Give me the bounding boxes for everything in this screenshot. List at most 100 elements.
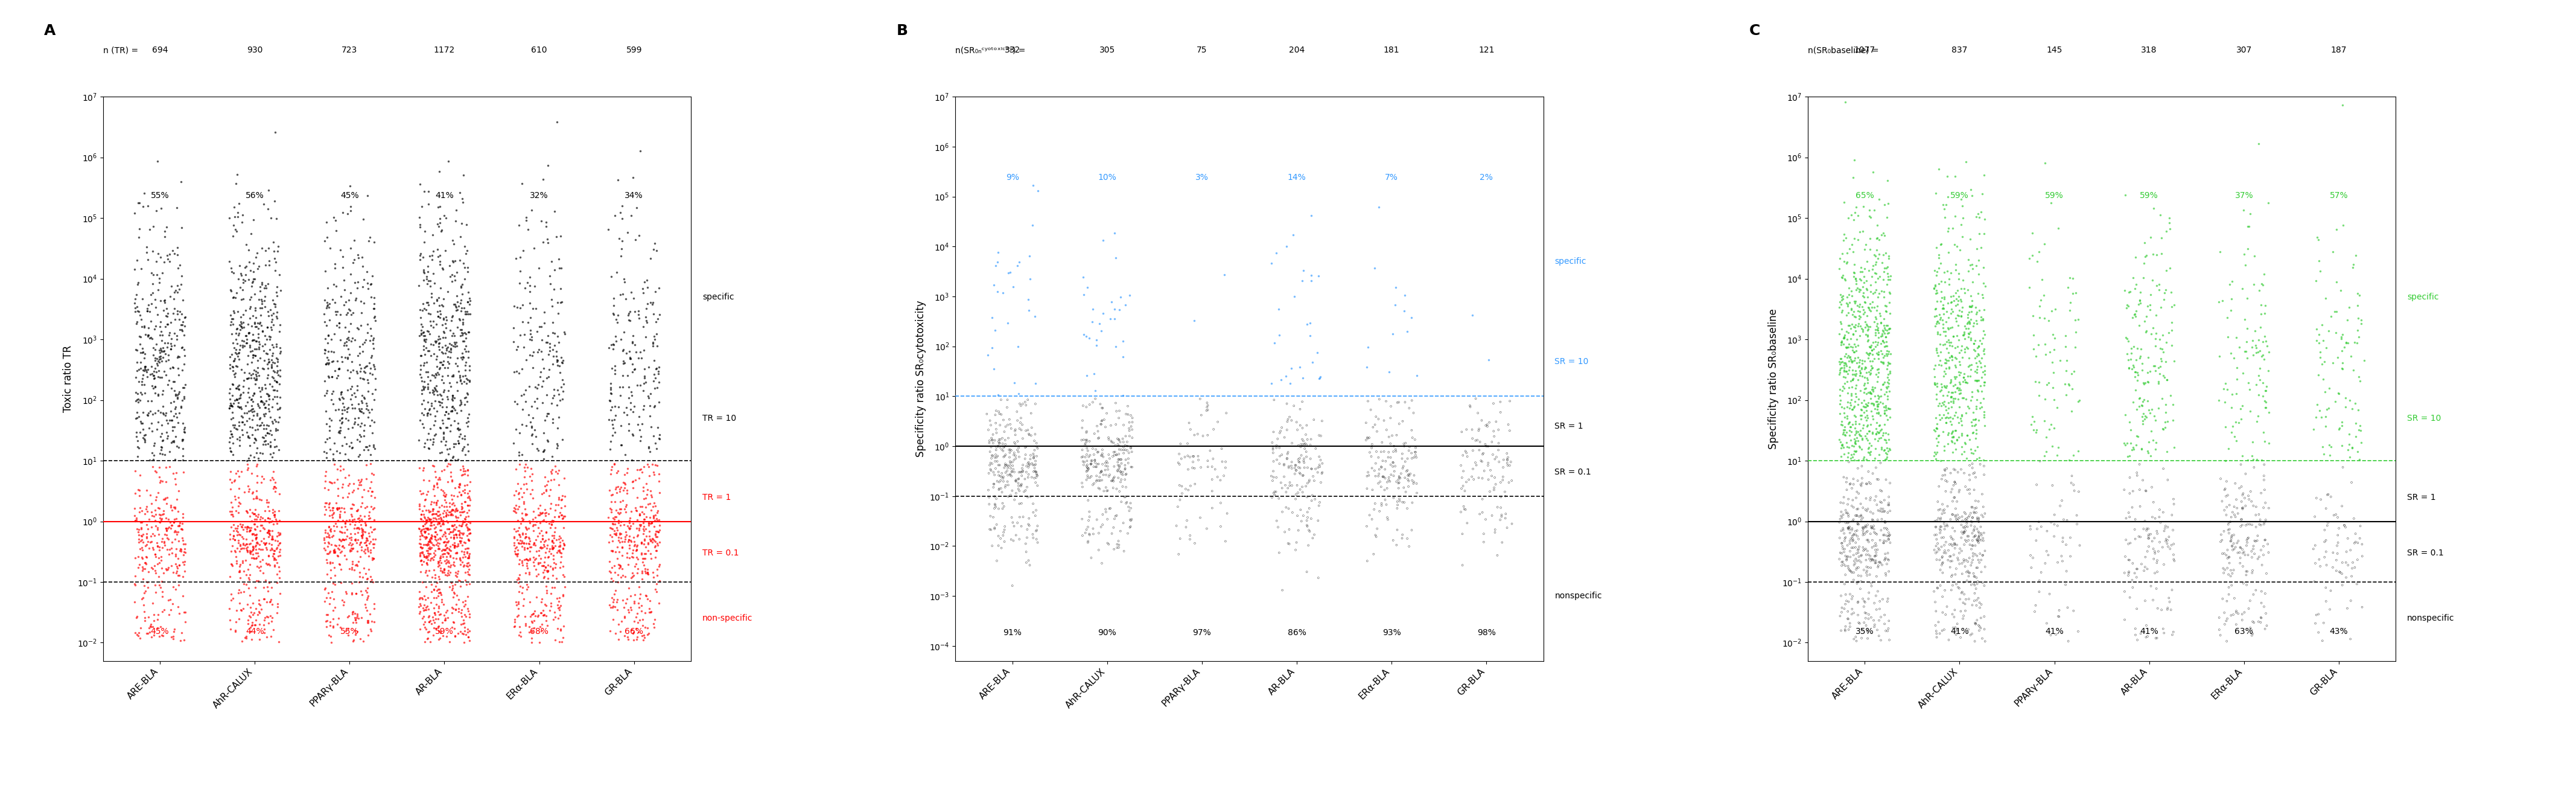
Point xyxy=(1257,303,1298,316)
Point xyxy=(1110,460,1151,473)
Point xyxy=(237,341,278,354)
Point xyxy=(407,603,448,616)
Point xyxy=(309,557,350,570)
Point xyxy=(222,268,263,281)
Point xyxy=(974,481,1015,494)
Point xyxy=(224,418,265,431)
Point xyxy=(1842,453,1883,466)
Point xyxy=(415,580,456,592)
Point xyxy=(1935,628,1976,641)
Point xyxy=(1919,627,1960,640)
Point xyxy=(528,517,569,530)
Point xyxy=(216,206,258,219)
Point xyxy=(237,597,278,610)
Point xyxy=(1847,425,1888,438)
Point xyxy=(219,379,260,392)
Point xyxy=(629,547,670,560)
Point xyxy=(629,538,670,550)
Point xyxy=(440,545,482,558)
Point xyxy=(415,544,456,557)
Point xyxy=(245,301,286,314)
Point xyxy=(425,490,466,503)
Point xyxy=(1193,460,1234,473)
Point xyxy=(984,475,1025,488)
Point xyxy=(152,339,193,352)
Point xyxy=(1862,418,1904,431)
Point xyxy=(541,373,582,386)
Point xyxy=(2231,450,2272,463)
Point xyxy=(1860,441,1901,454)
Point xyxy=(500,537,541,550)
Point xyxy=(147,417,188,430)
Point xyxy=(443,370,484,383)
Point xyxy=(237,542,278,555)
Point xyxy=(533,537,574,550)
Point xyxy=(417,505,459,518)
Point xyxy=(999,480,1041,492)
Point xyxy=(1917,435,1958,448)
Point xyxy=(155,501,196,513)
Point xyxy=(307,319,348,332)
Point xyxy=(2244,394,2285,407)
Point xyxy=(438,605,479,618)
Point xyxy=(404,580,446,593)
Point xyxy=(433,496,474,509)
Point xyxy=(332,441,374,454)
Point xyxy=(515,423,556,436)
Point xyxy=(124,360,165,373)
Point xyxy=(999,397,1041,410)
Point xyxy=(1950,507,1991,520)
Point xyxy=(443,459,484,472)
Point xyxy=(513,513,554,526)
Point xyxy=(2117,469,2159,482)
Point xyxy=(1870,367,1911,380)
Point xyxy=(544,568,585,581)
Point xyxy=(340,611,381,624)
Point xyxy=(1834,340,1875,353)
Point xyxy=(214,290,255,303)
Point xyxy=(319,505,361,517)
Point xyxy=(224,304,265,317)
Point xyxy=(1927,402,1968,415)
Point xyxy=(1960,598,2002,611)
Point xyxy=(1082,464,1123,477)
Point xyxy=(258,377,299,390)
Point xyxy=(1092,436,1133,449)
Point xyxy=(2326,443,2367,456)
Point xyxy=(1821,509,1862,522)
Point xyxy=(2321,556,2362,569)
Point xyxy=(433,532,474,545)
Point xyxy=(428,421,469,434)
Point xyxy=(137,247,178,260)
Point xyxy=(250,439,291,452)
Point xyxy=(216,347,258,359)
Point xyxy=(343,407,384,420)
Point xyxy=(2295,322,2336,335)
Point xyxy=(994,487,1036,500)
Point xyxy=(1360,461,1401,474)
Point xyxy=(1066,444,1108,457)
Point xyxy=(1844,607,1886,620)
Point xyxy=(350,349,392,362)
Point xyxy=(121,592,162,605)
Point xyxy=(515,570,556,583)
Point xyxy=(1839,312,1880,325)
Point xyxy=(639,536,680,549)
Point xyxy=(420,422,461,434)
Point xyxy=(1842,476,1883,489)
Point xyxy=(1110,501,1151,514)
Point xyxy=(422,300,464,313)
Point xyxy=(1844,291,1886,304)
Point xyxy=(255,212,296,225)
Point xyxy=(2105,512,2146,525)
Point xyxy=(1940,542,1981,555)
Point xyxy=(417,478,459,491)
Point xyxy=(422,501,464,513)
Point xyxy=(402,592,443,605)
Point xyxy=(538,307,580,320)
Text: 41%: 41% xyxy=(2141,627,2159,636)
Point xyxy=(2032,439,2074,452)
Point xyxy=(322,439,363,452)
Point xyxy=(1834,272,1875,285)
Point xyxy=(410,516,451,529)
